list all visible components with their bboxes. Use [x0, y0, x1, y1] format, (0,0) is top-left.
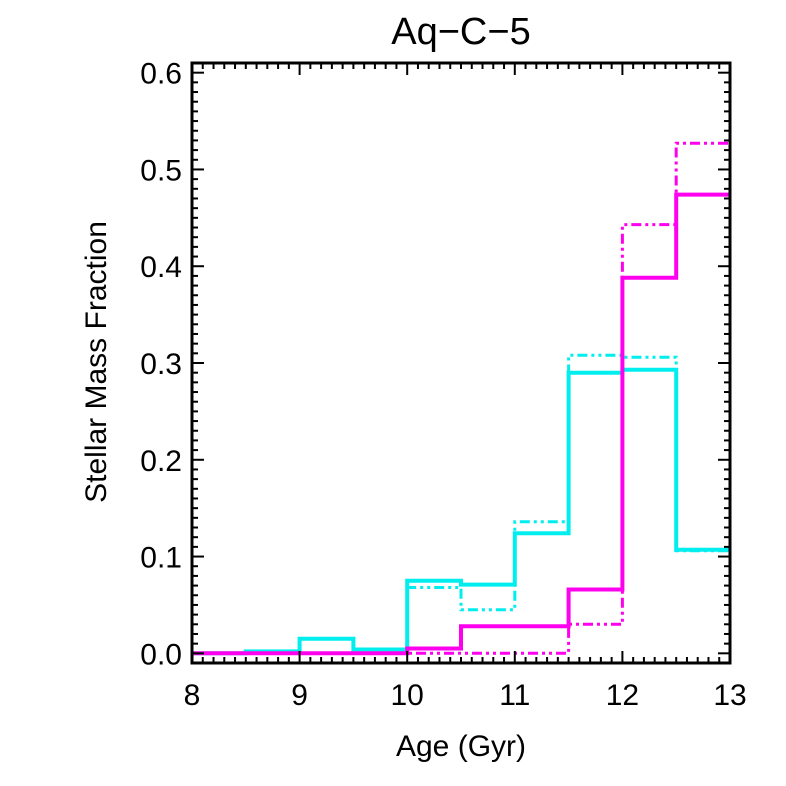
y-tick-label: 0.3	[140, 348, 182, 381]
tick-labels: 8 9 10 11 12 13 0.0 0.1 0.2 0.3 0.4 0.5 0.6	[140, 58, 746, 712]
x-tick-label: 11	[499, 679, 530, 712]
x-tick-label: 10	[391, 679, 424, 712]
x-tick-label: 8	[184, 679, 201, 712]
y-tick-label: 0.0	[140, 638, 182, 671]
series-magenta-dashdot	[192, 141, 730, 655]
plot-frame	[190, 61, 732, 665]
y-tick-label: 0.2	[140, 445, 182, 478]
x-tick-label: 13	[713, 679, 746, 712]
x-tick-label: 9	[291, 679, 308, 712]
y-tick-label: 0.4	[140, 251, 182, 284]
y-tick-label: 0.6	[140, 58, 182, 91]
x-axis-label: Age (Gyr)	[396, 730, 526, 763]
series-layer	[192, 141, 730, 656]
y-tick-label: 0.5	[140, 154, 182, 187]
y-axis-label: Stellar Mass Fraction	[80, 221, 113, 503]
chart-title: Aq−C−5	[391, 11, 530, 53]
x-tick-label: 12	[606, 679, 639, 712]
y-tick-label: 0.1	[140, 542, 182, 575]
